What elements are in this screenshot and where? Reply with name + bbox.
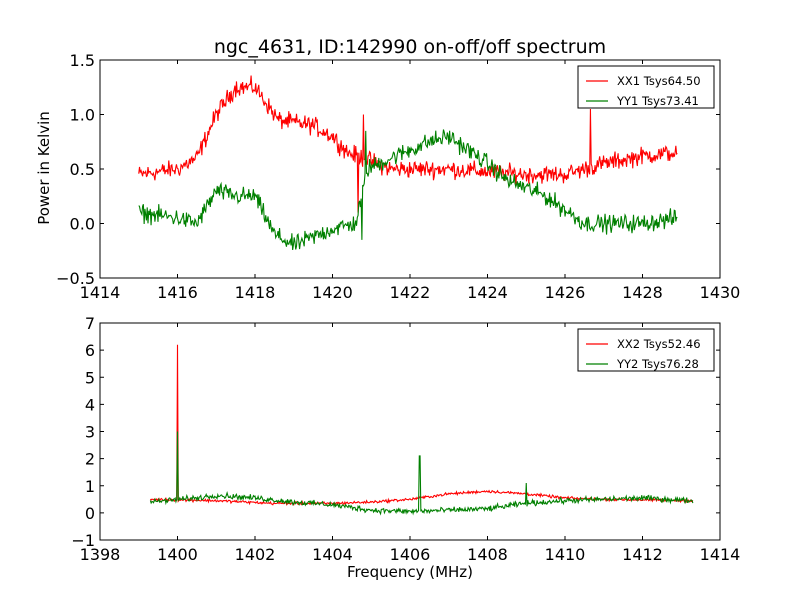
x-tick-label: 1420 [312,283,353,302]
x-tick-label: 1430 [700,283,741,302]
legend-label: YY2 Tsys76.28 [616,357,699,371]
x-tick-label: 1406 [390,545,431,564]
y-tick-label: 2 [85,450,95,469]
y-tick-label: 5 [85,368,95,387]
x-tick-label: 1398 [80,545,121,564]
y-tick-label: 6 [85,341,95,360]
bottom-chart-xlabel: Frequency (MHz) [347,563,473,581]
y-tick-label: 4 [85,395,95,414]
x-tick-label: 1418 [235,283,276,302]
x-tick-label: 1416 [157,283,198,302]
y-tick-label: 1.0 [70,106,95,125]
series-line-1-2 [138,129,678,251]
y-tick-label: −1 [71,531,95,550]
top-chart-ylabel: Power in Kelvin [35,111,53,225]
x-tick-label: 1422 [390,283,431,302]
legend-label: XX1 Tsys64.50 [617,74,701,88]
series-line-2-2 [149,431,694,516]
x-tick-label: 1426 [545,283,586,302]
legend-label: XX2 Tsys52.46 [617,337,701,351]
y-tick-label: −0.5 [56,269,95,288]
x-tick-label: 1428 [622,283,663,302]
x-tick-label: 1414 [700,545,741,564]
x-tick-label: 1424 [467,283,508,302]
x-tick-label: 1402 [235,545,276,564]
x-tick-label: 1412 [622,545,663,564]
x-tick-label: 1400 [157,545,198,564]
y-tick-label: 1 [85,477,95,496]
y-tick-label: 0.0 [70,215,95,234]
legend-label: YY1 Tsys73.41 [616,94,699,108]
top-chart: ngc_4631, ID:142990 on-off/off spectrum … [35,36,740,302]
x-tick-label: 1404 [312,545,353,564]
y-tick-label: 0 [85,504,95,523]
y-tick-label: 1.5 [70,51,95,70]
series-line-1-1 [138,75,678,213]
x-tick-label: 1408 [467,545,508,564]
y-tick-label: 0.5 [70,160,95,179]
bottom-chart: Frequency (MHz) 1398 1400 1402 1404 1406 1408… [71,314,740,581]
top-chart-title: ngc_4631, ID:142990 on-off/off spectrum [214,36,606,58]
x-tick-label: 1414 [80,283,121,302]
x-tick-label: 1410 [545,545,586,564]
y-tick-label: 7 [85,314,95,333]
y-tick-label: 3 [85,423,95,442]
